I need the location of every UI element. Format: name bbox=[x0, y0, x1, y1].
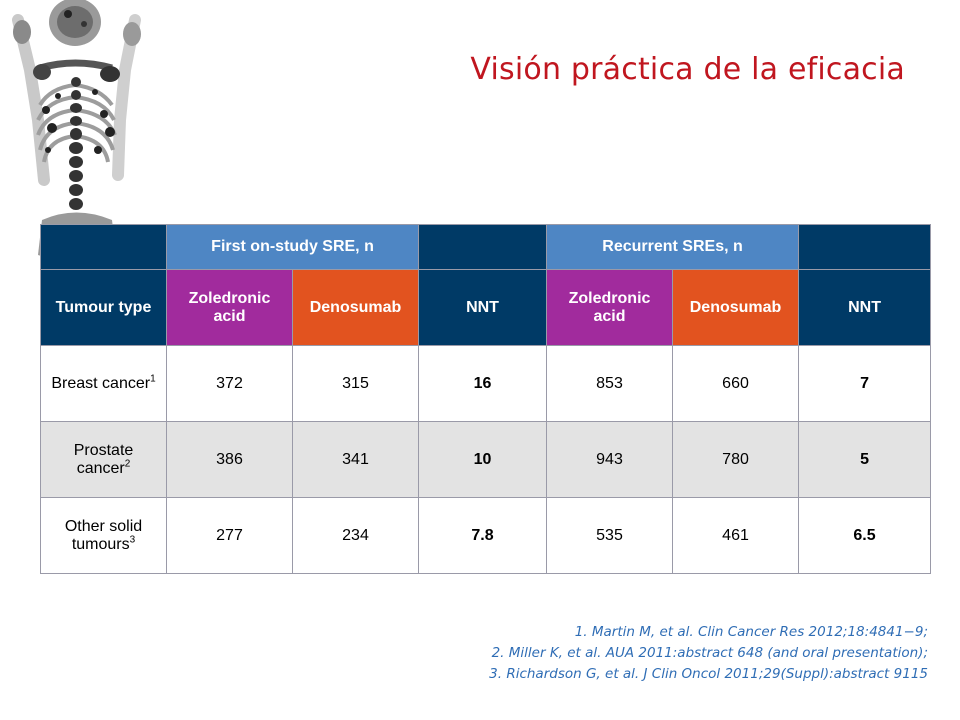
denosumab-first-cell: 315 bbox=[291, 345, 420, 422]
nnt-recurrent-cell: 5 bbox=[798, 421, 932, 498]
empty-header-cell bbox=[798, 224, 932, 270]
nnt-recurrent-cell: 6.5 bbox=[798, 497, 932, 574]
empty-header-cell bbox=[40, 224, 167, 270]
reference-marker: 1 bbox=[150, 373, 156, 385]
reference-1: 1. Martin M, et al. Clin Cancer Res 2012… bbox=[574, 624, 928, 640]
tumour-type-label: Other solid tumours bbox=[64, 517, 143, 553]
recurrent-sre-group-header: Recurrent SREs, n bbox=[546, 224, 800, 270]
group-header-row: First on-study SRE, n Recurrent SREs, n bbox=[40, 224, 932, 270]
column-header-row: Tumour type Zoledronic acid Denosumab NN… bbox=[40, 269, 932, 346]
tumour-type-cell: Breast cancer1 bbox=[40, 345, 167, 422]
reference-3: 3. Richardson G, et al. J Clin Oncol 201… bbox=[489, 666, 928, 682]
tumour-type-label: Breast cancer bbox=[51, 374, 151, 392]
tumour-type-cell: Other solid tumours3 bbox=[40, 497, 167, 574]
zoledronic-first-header: Zoledronic acid bbox=[166, 269, 293, 346]
references: 1. Martin M, et al. Clin Cancer Res 2012… bbox=[308, 622, 928, 685]
zoledronic-first-cell: 386 bbox=[166, 421, 293, 498]
table-row: Breast cancer1 372 315 16 853 660 7 bbox=[40, 345, 932, 422]
denosumab-recurrent-header: Denosumab bbox=[672, 269, 800, 346]
denosumab-recurrent-cell: 780 bbox=[672, 421, 800, 498]
table-row: Other solid tumours3 277 234 7.8 535 461… bbox=[40, 497, 932, 574]
nnt-first-header: NNT bbox=[418, 269, 548, 346]
reference-marker: 2 bbox=[124, 458, 131, 470]
table-row: Prostate cancer2 386 341 10 943 780 5 bbox=[40, 421, 932, 498]
tumour-type-header: Tumour type bbox=[40, 269, 167, 346]
zoledronic-recurrent-cell: 535 bbox=[546, 497, 674, 574]
denosumab-recurrent-cell: 461 bbox=[672, 497, 800, 574]
first-sre-group-header: First on-study SRE, n bbox=[165, 224, 420, 270]
tumour-type-cell: Prostate cancer2 bbox=[40, 421, 167, 498]
slide-title: Visión práctica de la eficacia bbox=[470, 52, 905, 87]
reference-2: 2. Miller K, et al. AUA 2011:abstract 64… bbox=[491, 645, 928, 661]
nnt-first-cell: 16 bbox=[418, 345, 548, 422]
reference-marker: 3 bbox=[129, 534, 136, 546]
tumour-type-label: Prostate cancer bbox=[73, 441, 134, 477]
denosumab-first-cell: 341 bbox=[291, 421, 420, 498]
denosumab-recurrent-cell: 660 bbox=[672, 345, 800, 422]
zoledronic-first-cell: 277 bbox=[166, 497, 293, 574]
denosumab-first-cell: 234 bbox=[291, 497, 420, 574]
denosumab-first-header: Denosumab bbox=[291, 269, 420, 346]
sre-efficacy-table: First on-study SRE, n Recurrent SREs, n … bbox=[40, 224, 932, 574]
zoledronic-recurrent-cell: 853 bbox=[546, 345, 674, 422]
nnt-recurrent-header: NNT bbox=[798, 269, 932, 346]
zoledronic-first-cell: 372 bbox=[166, 345, 293, 422]
zoledronic-recurrent-cell: 943 bbox=[546, 421, 674, 498]
zoledronic-recurrent-header: Zoledronic acid bbox=[546, 269, 674, 346]
nnt-first-cell: 10 bbox=[418, 421, 548, 498]
nnt-first-cell: 7.8 bbox=[418, 497, 548, 574]
nnt-recurrent-cell: 7 bbox=[798, 345, 932, 422]
empty-header-cell bbox=[418, 224, 548, 270]
